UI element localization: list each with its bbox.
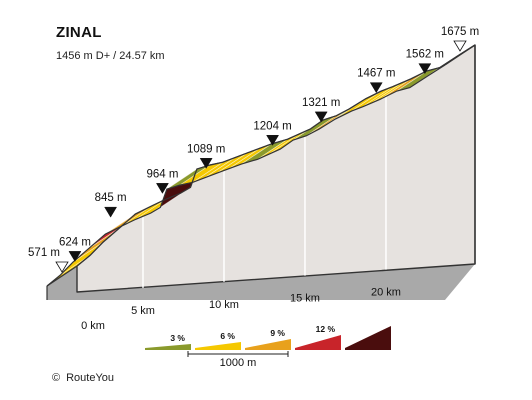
legend-label: 9 %: [270, 328, 285, 338]
elevation-label-text: 1675 m: [441, 26, 479, 38]
profile-front-edge: [46, 64, 446, 287]
profile-top-surface: [46, 44, 476, 300]
elevation-label: 1204 m: [253, 120, 292, 146]
profile-back-edge: [76, 44, 476, 267]
profile-end-edge: [444, 44, 476, 66]
elevation-label-text: 571 m: [28, 247, 60, 259]
elevation-label: 1089 m: [187, 143, 225, 169]
legend-label: 3 %: [170, 333, 185, 343]
x-tick-label: 10 km: [209, 299, 239, 311]
copyright-notice: © RouteYou: [52, 372, 114, 384]
elevation-label-text: 1204 m: [253, 120, 291, 132]
x-tick-label: 5 km: [131, 305, 155, 317]
elevation-marker-icon: [104, 206, 118, 218]
legend-scale-label: 1000 m: [220, 357, 257, 369]
legend-swatch-band: [345, 326, 391, 350]
legend-item: 9 %: [245, 328, 291, 350]
legend-item: [345, 326, 391, 350]
elevation-label-text: 964 m: [146, 168, 178, 180]
chart-subtitle: 1456 m D+ / 24.57 km: [56, 50, 165, 62]
copyright-text: RouteYou: [66, 372, 115, 384]
elevation-label-text: 845 m: [95, 192, 127, 204]
legend-item: 6 %: [195, 331, 241, 350]
legend-item: 12 %: [295, 324, 341, 350]
legend-swatch-band: [195, 342, 241, 350]
elevation-label: 1675 m: [441, 26, 479, 52]
elevation-label-text: 1467 m: [357, 68, 395, 80]
elevation-label-text: 1321 m: [302, 97, 340, 109]
elevation-label-text: 1089 m: [187, 143, 225, 155]
profile-distance-gridlines: [142, 93, 387, 288]
elevation-label: 624 m: [59, 236, 91, 262]
legend-swatch-band: [245, 339, 291, 350]
elevation-marker-icon: [68, 251, 82, 262]
elevation-marker-icon: [199, 158, 213, 169]
x-axis-ticks: 0 km 5 km 10 km 15 km 20 km: [81, 287, 401, 332]
chart-title: ZINAL: [56, 24, 102, 41]
elevation-label: 1562 m: [406, 49, 444, 75]
x-tick-label: 15 km: [290, 293, 320, 305]
elevation-marker-icon: [369, 82, 383, 94]
legend-label: 6 %: [220, 331, 235, 341]
copyright-symbol: ©: [52, 372, 61, 384]
gradient-legend: 3 % 6 % 9 % 12 % 1000 m: [145, 324, 391, 369]
legend-item: 3 %: [145, 333, 191, 350]
legend-swatch-band: [295, 335, 341, 350]
elevation-marker-icon: [314, 111, 328, 123]
elevation-marker-icon: [418, 63, 432, 75]
elevation-label: 845 m: [95, 192, 127, 218]
elevation-label: 1321 m: [302, 97, 340, 123]
elevation-marker-icon: [155, 183, 169, 194]
elevation-marker-icon: [266, 135, 280, 146]
flag-marker-icon: [453, 40, 467, 52]
legend-swatch-band: [145, 344, 191, 350]
elevation-label-text: 624 m: [59, 236, 91, 248]
x-tick-label: 20 km: [371, 287, 401, 299]
elevation-label: 1467 m: [357, 68, 395, 94]
profile-start-edge: [46, 265, 78, 287]
x-tick-label: 0 km: [81, 320, 105, 332]
elevation-label: 964 m: [146, 168, 178, 194]
legend-label: 12 %: [316, 324, 336, 334]
flag-marker-icon: [55, 261, 69, 273]
elevation-label: 571 m: [28, 247, 69, 273]
elevation-label-text: 1562 m: [406, 49, 444, 61]
